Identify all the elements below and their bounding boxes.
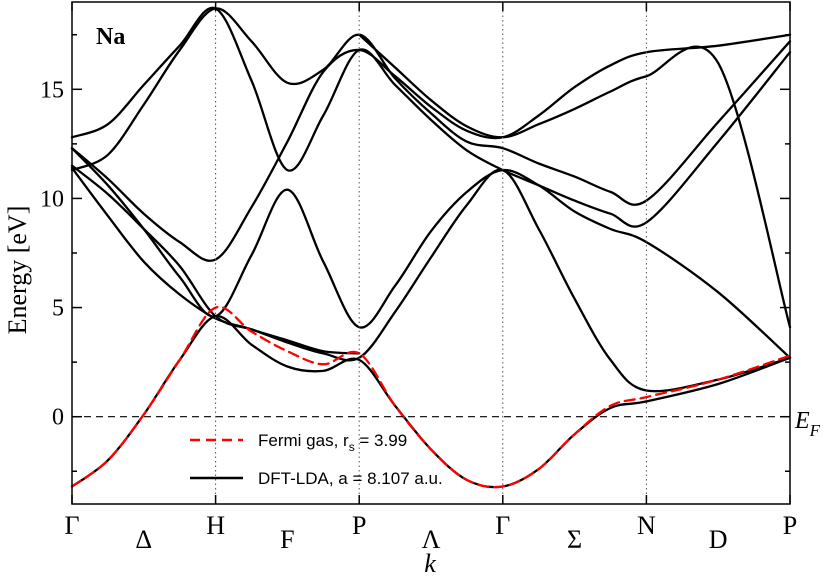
dft-band-7	[358, 33, 792, 329]
y-tick-label: 10	[40, 186, 64, 212]
direction-label: Λ	[422, 525, 441, 554]
y-tick-label: 5	[52, 296, 64, 322]
high-symmetry-label: N	[637, 511, 656, 540]
high-symmetry-label: Γ	[64, 511, 79, 540]
high-symmetry-label: Γ	[495, 511, 510, 540]
dft-band-6	[70, 6, 792, 228]
panel-label: Na	[96, 24, 125, 50]
plot-frame	[71, 1, 791, 505]
high-symmetry-label: H	[206, 511, 225, 540]
fermi-gas-band-0	[70, 305, 792, 489]
legend-label-fermi-gas: Fermi gas, rs = 3.99	[258, 431, 407, 454]
dft-band-4	[70, 33, 792, 262]
fermi-level-label: EF	[794, 408, 821, 440]
dft-band-0	[70, 315, 792, 489]
direction-label: F	[280, 525, 294, 554]
dft-band-1	[70, 166, 792, 393]
x-axis-title: k	[424, 549, 436, 576]
y-tick-label: 15	[40, 77, 64, 103]
direction-label: D	[709, 525, 728, 554]
high-symmetry-label: P	[783, 511, 797, 540]
legend: Fermi gas, rs = 3.99 DFT-LDA, a = 8.107 …	[190, 431, 443, 488]
high-symmetry-label: P	[352, 511, 366, 540]
direction-label: Σ	[567, 525, 582, 554]
direction-label: Δ	[135, 525, 152, 554]
y-tick-label: 0	[52, 405, 64, 431]
legend-label-dft-lda: DFT-LDA, a = 8.107 a.u.	[258, 469, 443, 488]
dft-band-3	[70, 147, 792, 359]
y-axis-title: Energy [eV]	[3, 206, 32, 335]
dft-band-5	[70, 7, 792, 206]
